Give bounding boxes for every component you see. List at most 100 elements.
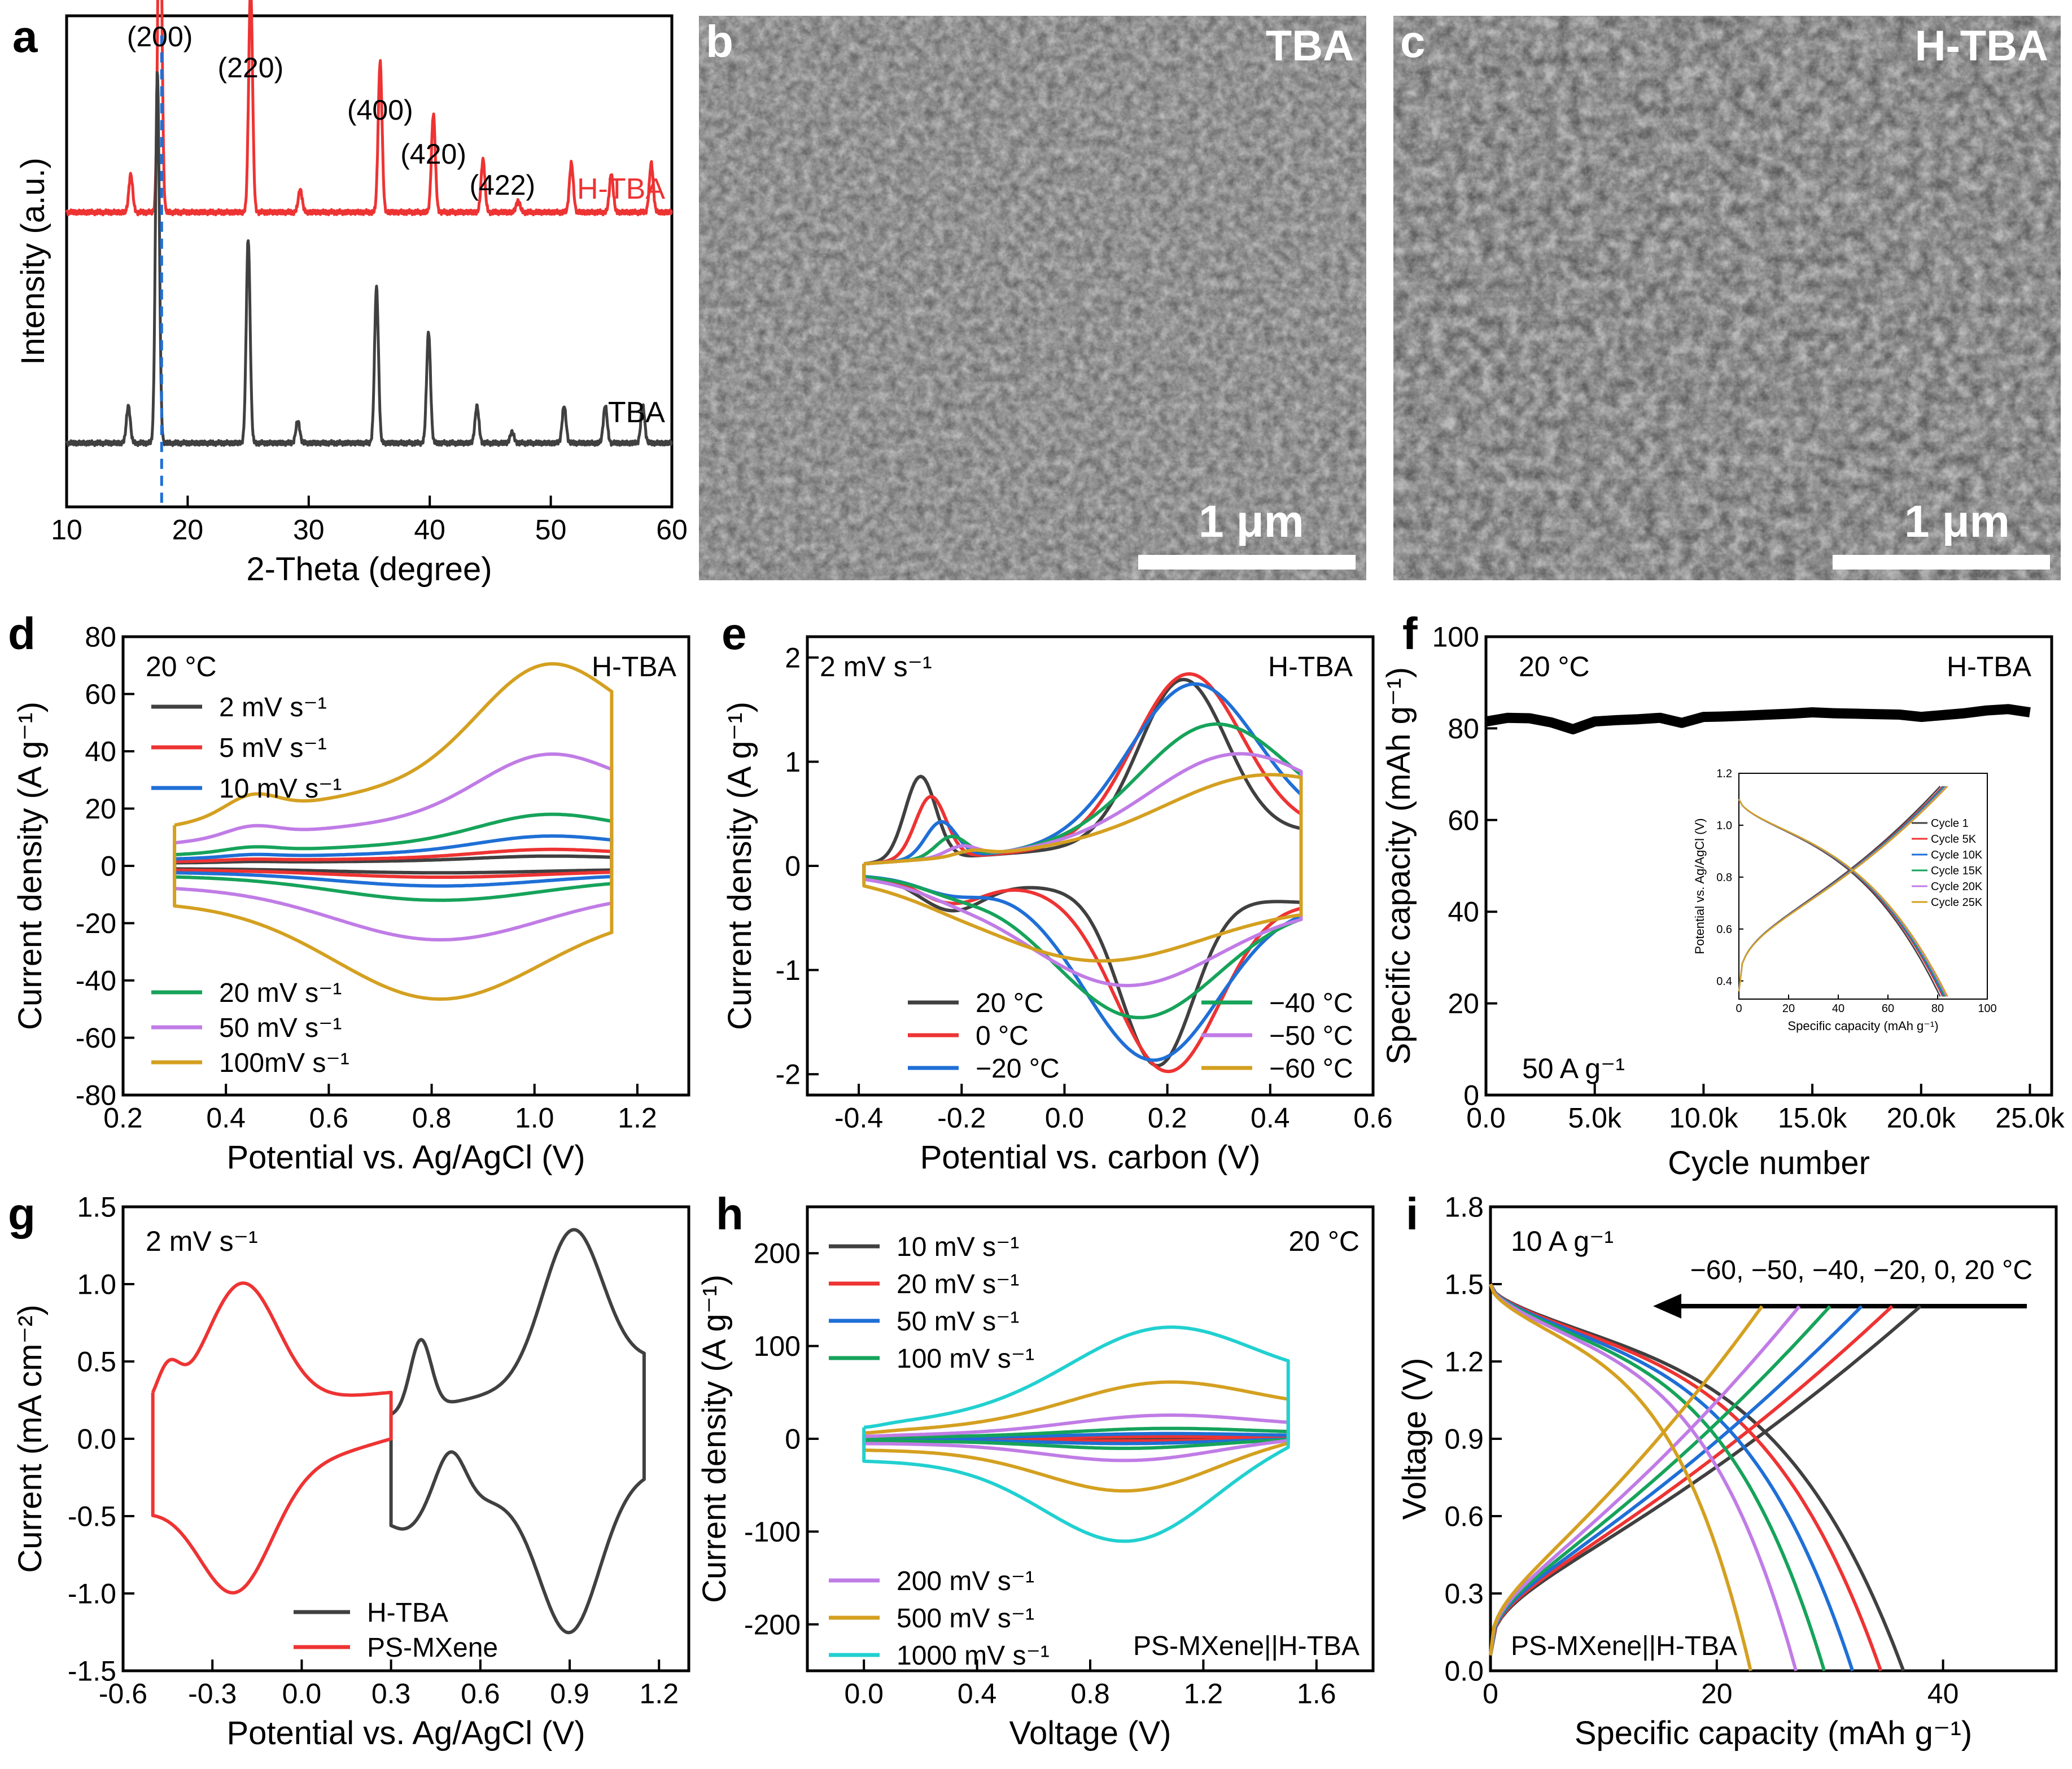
discharge-curve-5 xyxy=(1489,1283,1752,1671)
y-axis-label: Specific capacity (mAh g⁻¹) xyxy=(1380,667,1417,1065)
scalebar-tba xyxy=(1138,555,1356,570)
inset-charge-0 xyxy=(1738,786,1941,992)
arrow-head xyxy=(1653,1294,1681,1319)
inset-charge-3 xyxy=(1738,786,1946,992)
legend-entry: 2 mV s⁻¹ xyxy=(219,693,327,723)
chart-title: 10 A g⁻¹ xyxy=(1511,1225,1614,1257)
xrd-series-TBA xyxy=(65,71,673,447)
y-tick-label: -60 xyxy=(76,1022,116,1054)
x-tick-label: 0.6 xyxy=(1353,1102,1393,1134)
y-tick-label: 80 xyxy=(1448,713,1479,745)
x-tick-label: -0.4 xyxy=(834,1102,883,1134)
y-tick-label: -200 xyxy=(744,1609,801,1640)
legend-entry: PS-MXene xyxy=(367,1633,498,1663)
x-tick-label: 80 xyxy=(1931,1002,1944,1015)
x-tick-label: 0.4 xyxy=(206,1102,246,1134)
y-tick-label: -1.0 xyxy=(68,1578,116,1610)
x-tick-label: 1.2 xyxy=(618,1102,657,1134)
x-tick-label: 0.4 xyxy=(958,1678,997,1710)
y-tick-label: 40 xyxy=(1448,896,1479,928)
series-label-tba: TBA xyxy=(608,396,665,429)
y-tick-label: -1 xyxy=(776,954,801,986)
y-tick-label: 40 xyxy=(85,736,116,768)
legend-entry: −20 °C xyxy=(976,1054,1060,1084)
y-tick-label: -0.5 xyxy=(68,1501,116,1532)
y-tick-label: 20 xyxy=(1448,988,1479,1019)
legend-entry: 500 mV s⁻¹ xyxy=(897,1604,1034,1634)
y-tick-label: 1.5 xyxy=(1444,1269,1484,1301)
sem-texture-htba xyxy=(1393,16,2061,580)
y-tick-label: 1.2 xyxy=(1716,768,1732,780)
y-axis-label: Intensity (a.u.) xyxy=(15,157,51,365)
y-tick-label: 20 xyxy=(85,793,116,825)
x-tick-label: 0.2 xyxy=(1148,1102,1187,1134)
y-axis-label: Potential vs. Ag/AgCl (V) xyxy=(1693,818,1707,954)
x-tick-label: 20 xyxy=(1782,1002,1795,1015)
x-tick-label: 0.4 xyxy=(1251,1102,1290,1134)
y-axis-label: Current density (A g⁻¹) xyxy=(722,702,758,1030)
plot-frame xyxy=(65,14,674,509)
discharge-curve-1 xyxy=(1489,1283,1883,1672)
scale-text-htba: 1 μm xyxy=(1904,496,2010,546)
x-tick-label: -0.3 xyxy=(188,1678,237,1710)
x-tick-label: 100 xyxy=(1978,1002,1996,1015)
x-axis-label: Potential vs. Ag/AgCl (V) xyxy=(226,1715,585,1752)
y-tick-label: 0 xyxy=(100,851,116,882)
x-axis-label: Potential vs. Ag/AgCl (V) xyxy=(226,1139,585,1176)
x-axis-label: Potential vs. carbon (V) xyxy=(920,1139,1261,1176)
panel-label-f: f xyxy=(1402,608,1418,659)
cv-psmxene xyxy=(151,1281,393,1595)
y-tick-label: -100 xyxy=(744,1516,801,1548)
discharge-curve-3 xyxy=(1489,1283,1826,1671)
chart-title: 2 mV s⁻¹ xyxy=(146,1225,258,1257)
arrow-label: −60, −50, −40, −20, 0, 20 °C xyxy=(1690,1255,2032,1285)
y-tick-label: 100 xyxy=(754,1330,801,1362)
legend-entry: H-TBA xyxy=(367,1598,448,1628)
panel-label-g: g xyxy=(8,1189,36,1239)
y-tick-label: 0.0 xyxy=(77,1424,116,1455)
axes-a: 10 20 30 40 50 60 2-Theta (degree) Intensity (a… xyxy=(15,14,688,588)
x-tick-label: 60 xyxy=(1882,1002,1894,1015)
charge-curve-1 xyxy=(1489,1305,1894,1656)
series-label-htba: H-TBA xyxy=(577,173,665,205)
cv-loop-temp-0 xyxy=(862,677,1303,1067)
axes-f-inset: 0 20 40 60 80 100 0.4 0.6 0.8 1.0 1.2 Specific capa… xyxy=(1693,768,1997,1033)
inset-discharge-1 xyxy=(1738,799,1943,997)
y-tick-label: 0.3 xyxy=(1444,1578,1484,1610)
x-tick-label: 0.8 xyxy=(412,1102,452,1134)
charge-curve-4 xyxy=(1489,1305,1801,1656)
legend-entry: 10 mV s⁻¹ xyxy=(219,774,342,804)
y-axis-label: Current density (A g⁻¹) xyxy=(696,1275,733,1603)
x-tick-label: 0.6 xyxy=(461,1678,500,1710)
inset-discharge-5 xyxy=(1738,799,1948,997)
x-tick-label: 1.6 xyxy=(1297,1678,1336,1710)
x-tick-label: -0.2 xyxy=(937,1102,986,1134)
axes-g: -0.6 -0.3 0.0 0.3 0.6 0.9 1.2 -1.5 -1.0 -0.5 0.0 0.… xyxy=(12,1192,690,1752)
x-tick-label: 0.0 xyxy=(282,1678,322,1710)
y-tick-label: 0 xyxy=(785,851,801,882)
sem-image-htba: H-TBA 1 μm c xyxy=(1393,16,2061,580)
inset-legend-entry: Cycle 15K xyxy=(1931,865,1983,877)
x-tick-label: 1.2 xyxy=(1184,1678,1223,1710)
chart-note: 50 A g⁻¹ xyxy=(1522,1053,1625,1084)
panel-label-d: d xyxy=(8,608,36,659)
charge-curve-5 xyxy=(1489,1305,1764,1656)
x-tick-label: 0 xyxy=(1483,1678,1498,1710)
x-tick-label: 10.0k xyxy=(1669,1102,1738,1134)
x-axis-label: Cycle number xyxy=(1668,1145,1870,1181)
legend-entry: 20 mV s⁻¹ xyxy=(219,978,342,1008)
axes-f: 0.0 5.0k 10.0k 15.0k 20.0k 25.0k 0 20 40 60 80 100 C… xyxy=(1380,621,2065,1182)
x-axis-label: Voltage (V) xyxy=(1009,1715,1171,1752)
x-tick-label: 0.3 xyxy=(371,1678,411,1710)
panel-label-c: c xyxy=(1400,16,1426,67)
legend-entry: 10 mV s⁻¹ xyxy=(897,1232,1019,1262)
inset-charge-2 xyxy=(1738,786,1944,992)
plot-frame xyxy=(121,635,690,1097)
x-tick-label: 20 xyxy=(1701,1678,1733,1710)
x-tick-label: 20 xyxy=(172,514,204,546)
panel-label-e: e xyxy=(722,608,747,659)
y-tick-label: 1.5 xyxy=(77,1192,116,1223)
x-tick-label: 50 xyxy=(535,514,567,546)
xrd-series-H-TBA xyxy=(65,0,673,217)
